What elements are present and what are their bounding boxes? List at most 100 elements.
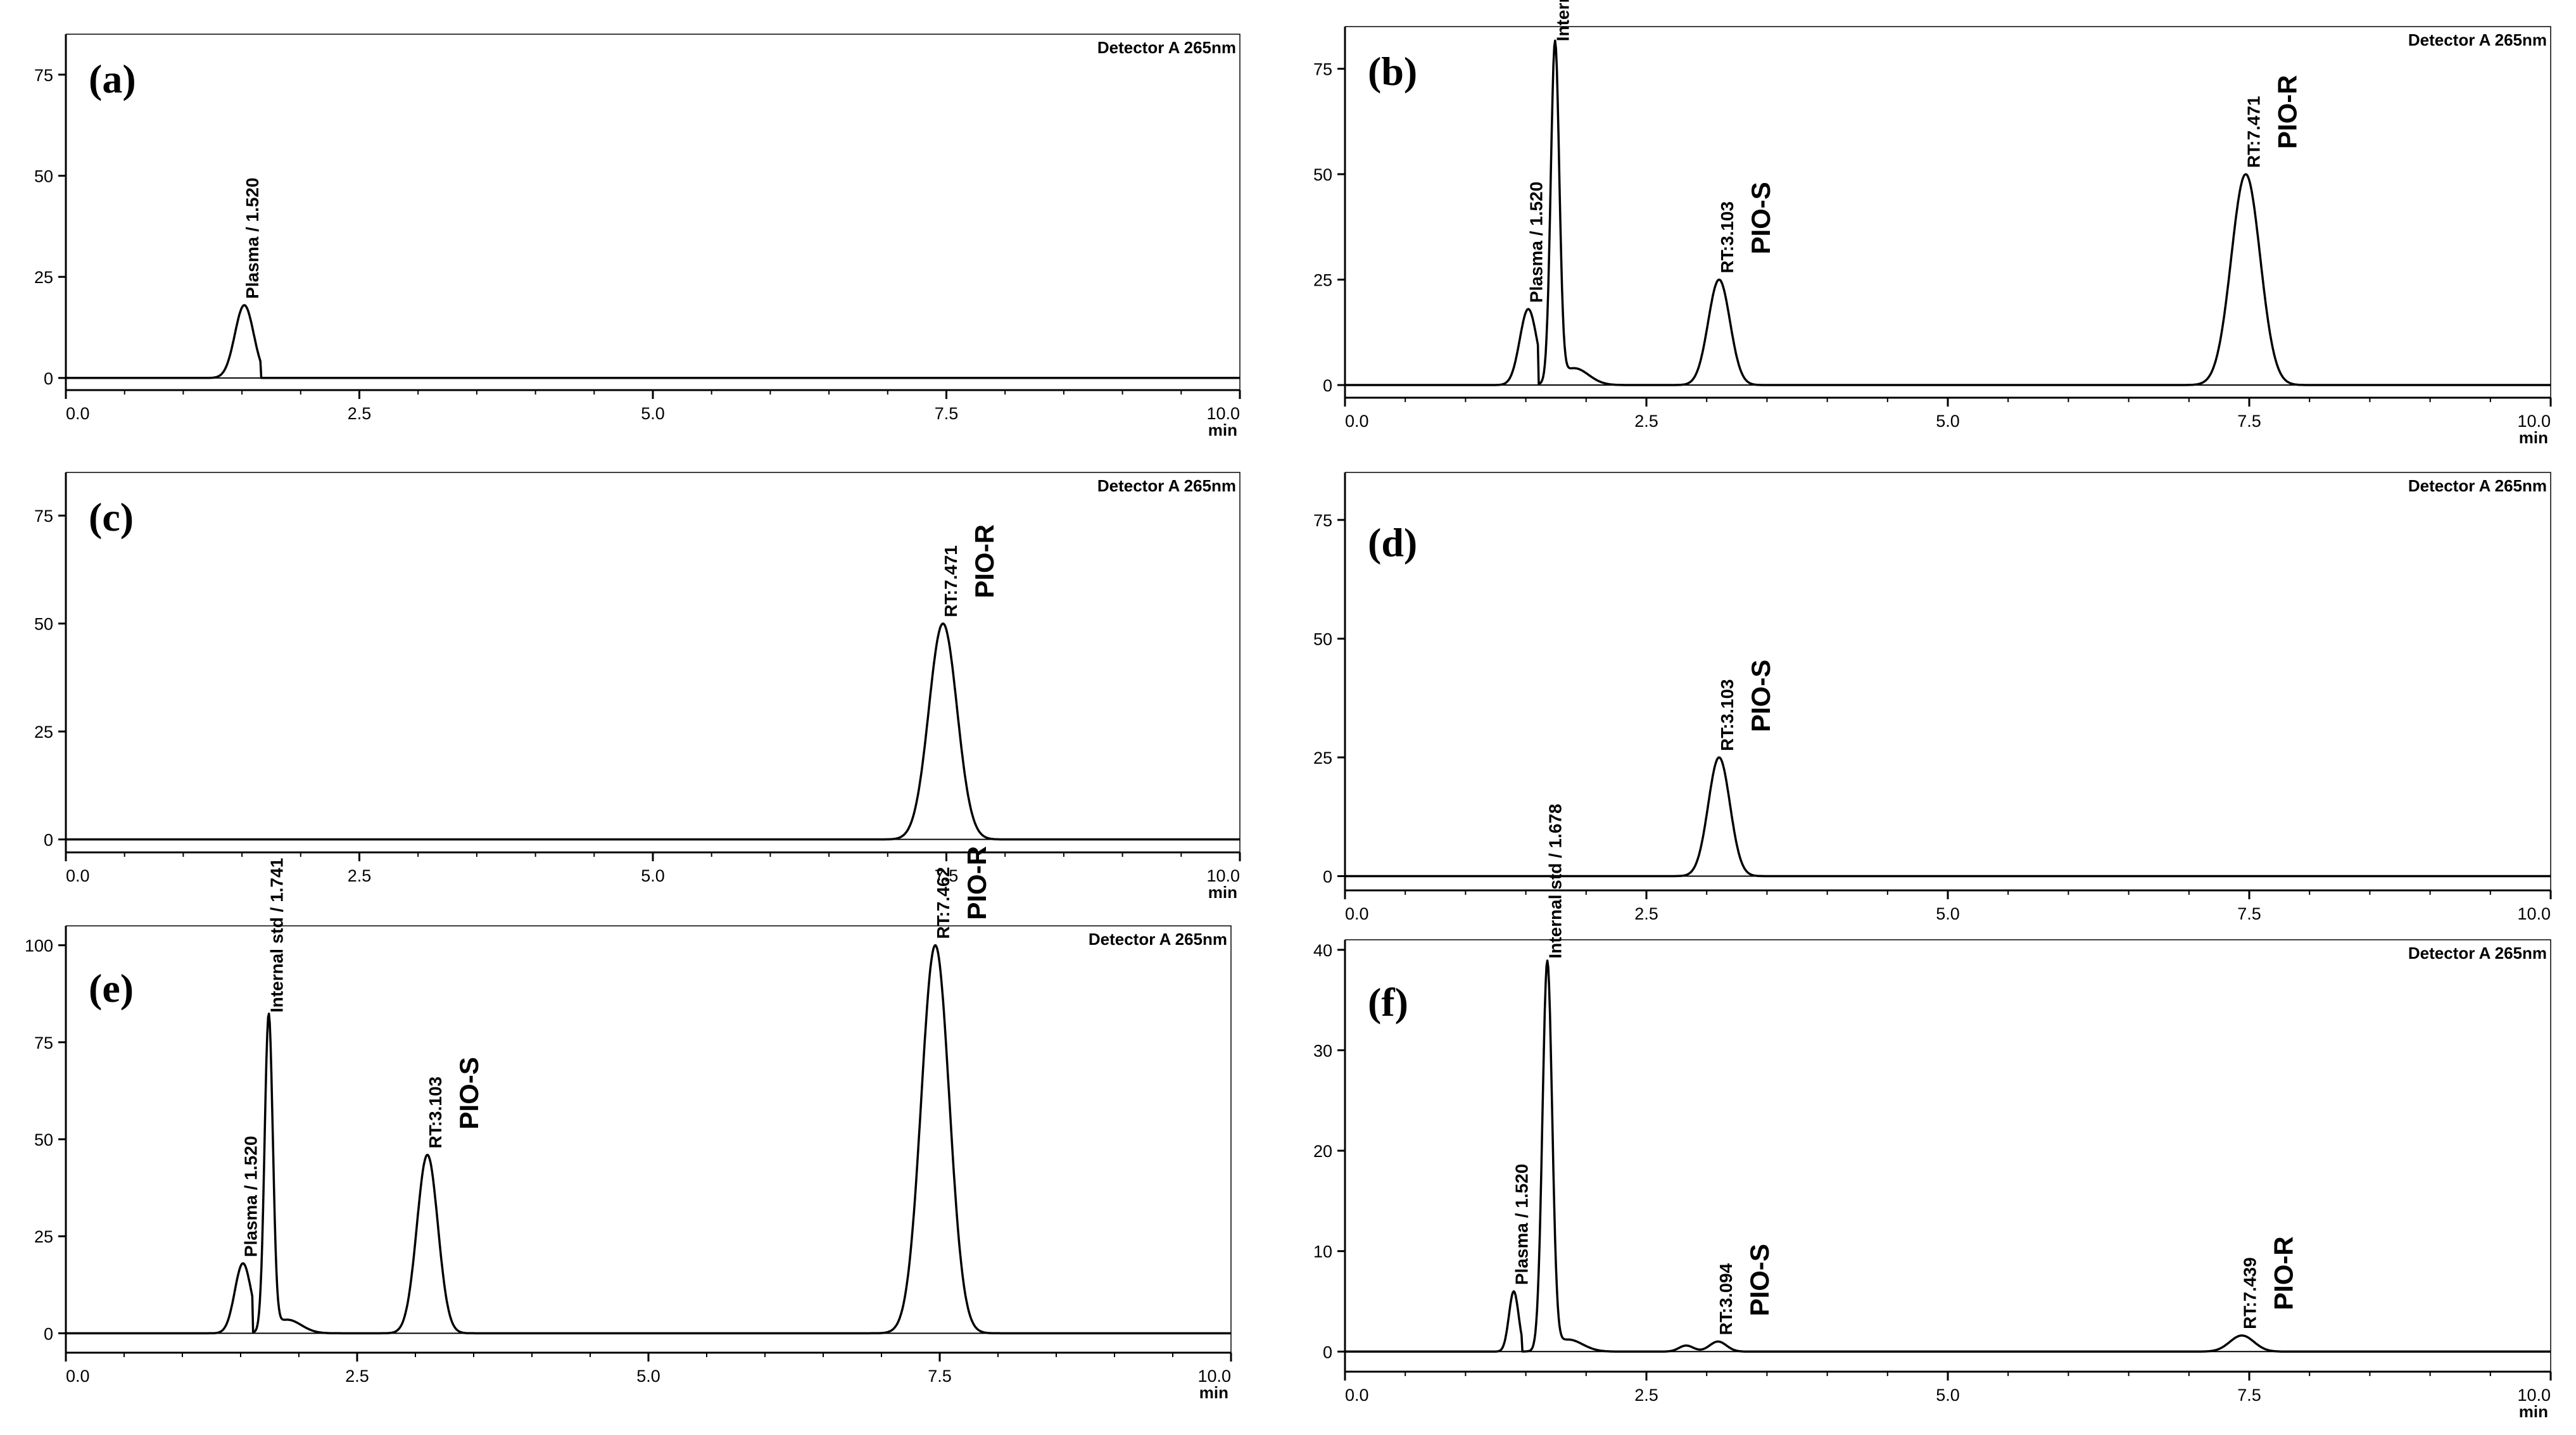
peak-label: Plasma / 1.520: [243, 177, 262, 298]
y-tick-label: 25: [34, 1227, 53, 1246]
y-tick-label: 50: [34, 1130, 53, 1149]
panel-letter: (a): [89, 56, 136, 101]
y-tick-label: 50: [1313, 165, 1332, 184]
y-tick-label: 20: [1313, 1142, 1332, 1161]
peak-label: Internal std / 1.678: [1545, 804, 1565, 958]
analyte-label: PIO-R: [962, 846, 992, 920]
y-tick-label: 0: [1323, 868, 1332, 887]
x-tick-label: 10.0: [2517, 412, 2551, 431]
chromatogram-panel-4: 0.0 2.5 5.0 7.5 10.0 0 25 50 75 Detector A 265nm (…: [1313, 472, 2552, 923]
x-unit-label: min: [2519, 428, 2548, 447]
y-tick-label: 50: [34, 167, 53, 186]
peak-label: Plasma / 1.520: [241, 1136, 261, 1257]
x-tick-label: 0.0: [1345, 412, 1369, 431]
x-tick-label: 10.0: [1197, 1367, 1231, 1386]
detector-label: Detector A 265nm: [2408, 476, 2547, 495]
x-tick-label: 2.5: [345, 1367, 369, 1386]
plot-border: [1345, 26, 2551, 398]
chromatogram-trace: [1344, 39, 2551, 386]
peak-label: Internal Std / 1.742: [1553, 0, 1573, 41]
y-tick-label: 0: [44, 369, 53, 388]
x-tick-label: 2.5: [1634, 1386, 1658, 1405]
peak-label: RT:3.103: [1717, 679, 1737, 751]
x-tick-label: 5.0: [641, 404, 665, 423]
analyte-label: PIO-R: [2268, 1236, 2298, 1310]
x-tick-label: 7.5: [2237, 1386, 2261, 1405]
x-unit-label: min: [1208, 883, 1237, 902]
y-tick-label: 0: [1323, 1343, 1332, 1362]
analyte-label: PIO-S: [454, 1057, 484, 1129]
peak-label: RT:3.103: [1717, 201, 1737, 274]
x-tick-label: 7.5: [928, 1367, 952, 1386]
y-tick-label: 25: [1313, 271, 1332, 290]
y-tick-label: 25: [34, 723, 53, 742]
y-tick-label: 25: [34, 268, 53, 287]
x-tick-label: 5.0: [641, 866, 665, 885]
chromatogram-trace: [65, 622, 1241, 841]
plot-border: [1345, 939, 2551, 1372]
analyte-label: PIO-S: [1746, 182, 1776, 254]
x-tick-label: 2.5: [1634, 412, 1658, 431]
x-tick-label: 10.0: [2517, 1386, 2551, 1405]
plot-border: [1345, 472, 2551, 890]
x-tick-label: 2.5: [348, 404, 372, 423]
analyte-label: PIO-R: [969, 524, 999, 598]
detector-label: Detector A 265nm: [1097, 476, 1236, 495]
x-tick-label: 0.0: [66, 866, 90, 885]
y-tick-label: 50: [1313, 630, 1332, 649]
y-tick-label: 75: [34, 1034, 53, 1053]
peak-label: RT:7.471: [2244, 96, 2263, 168]
chromatogram-trace: [65, 304, 1241, 379]
x-tick-label: 10.0: [1206, 866, 1240, 885]
detector-label: Detector A 265nm: [2408, 944, 2547, 963]
x-tick-label: 0.0: [1345, 904, 1369, 923]
x-unit-label: min: [1199, 1383, 1228, 1402]
chromatogram-trace: [1344, 959, 2551, 1353]
detector-label: Detector A 265nm: [2408, 30, 2547, 49]
plot-border: [66, 925, 1232, 1353]
x-tick-label: 7.5: [935, 404, 959, 423]
x-tick-label: 0.0: [1345, 1386, 1369, 1405]
analyte-label: PIO-S: [1745, 1244, 1774, 1316]
x-tick-label: 5.0: [1936, 904, 1960, 923]
panel-letter: (f): [1368, 980, 1408, 1025]
y-tick-label: 10: [1313, 1242, 1332, 1261]
peak-label: Plasma / 1.520: [1512, 1164, 1532, 1285]
peak-label: Plasma / 1.520: [1526, 182, 1546, 303]
x-tick-label: 2.5: [348, 866, 372, 885]
y-tick-label: 100: [25, 937, 53, 956]
y-tick-label: 75: [1313, 511, 1332, 530]
analyte-label: PIO-S: [1746, 660, 1776, 732]
analyte-label: PIO-R: [2272, 75, 2302, 149]
chromatogram-trace: [1344, 756, 2551, 878]
chromatogram-trace: [65, 944, 1232, 1335]
x-tick-label: 5.0: [1936, 1386, 1960, 1405]
axis-frame: [1344, 472, 2551, 892]
x-tick-label: 2.5: [1634, 904, 1658, 923]
x-tick-label: 7.5: [935, 866, 959, 885]
plot-border: [66, 472, 1241, 852]
x-tick-label: 10.0: [1206, 404, 1240, 423]
panel-letter: (d): [1368, 520, 1417, 565]
peak-label: RT:3.103: [426, 1077, 445, 1149]
peak-label: Internal std / 1.741: [267, 858, 286, 1013]
panel-letter: (c): [89, 495, 134, 540]
peak-label: RT:7.471: [941, 545, 961, 617]
x-tick-label: 10.0: [2517, 904, 2551, 923]
x-tick-label: 0.0: [66, 404, 90, 423]
x-tick-label: 7.5: [2237, 904, 2261, 923]
y-tick-label: 30: [1313, 1041, 1332, 1060]
panel-letter: (b): [1368, 49, 1417, 94]
axis-frame: [65, 472, 1240, 854]
x-unit-label: min: [1208, 420, 1237, 439]
y-tick-label: 75: [1313, 60, 1332, 79]
x-tick-label: 5.0: [1936, 412, 1960, 431]
y-tick-label: 0: [44, 831, 53, 850]
peak-label: RT:7.439: [2240, 1257, 2259, 1329]
y-tick-label: 0: [1323, 376, 1332, 395]
x-tick-label: 5.0: [636, 1367, 660, 1386]
